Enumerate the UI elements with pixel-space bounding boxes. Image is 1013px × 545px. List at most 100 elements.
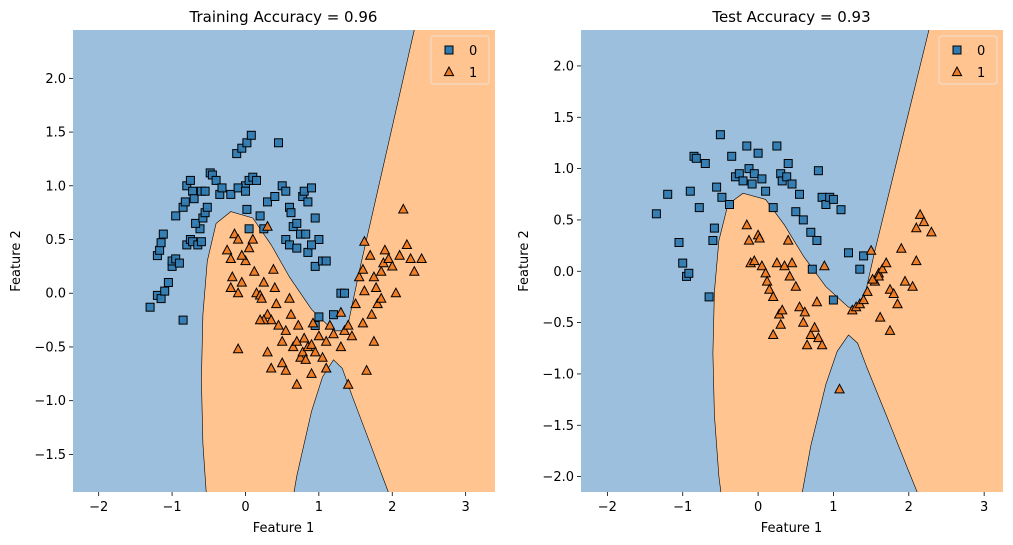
- data-point-class-0: [217, 183, 227, 193]
- legend-marker-1: [951, 65, 963, 77]
- data-point-class-0: [310, 261, 320, 271]
- data-point-class-1: [775, 318, 787, 329]
- data-point-class-0: [314, 312, 324, 322]
- data-point-class-0: [252, 175, 261, 185]
- x-tick-label: 3: [980, 500, 988, 515]
- data-point-class-0: [292, 243, 302, 253]
- data-point-class-1: [818, 260, 830, 271]
- data-point-class-0: [806, 227, 816, 237]
- data-point-class-1: [358, 235, 370, 246]
- data-point-class-0: [303, 247, 313, 257]
- data-point-class-1: [397, 203, 409, 214]
- data-point-class-1: [225, 252, 237, 263]
- data-point-class-0: [855, 264, 865, 274]
- series-0: [651, 130, 869, 305]
- data-point-class-0: [174, 258, 184, 268]
- series-1: [221, 203, 428, 389]
- data-point-class-1: [801, 339, 813, 350]
- test-xlabel: Feature 1: [761, 521, 823, 536]
- data-point-class-1: [229, 228, 240, 239]
- data-point-class-1: [743, 234, 755, 245]
- data-point-class-1: [786, 257, 798, 268]
- data-point-class-0: [715, 130, 725, 140]
- data-point-class-1: [320, 362, 332, 373]
- data-point-class-0: [242, 138, 252, 148]
- data-point-class-1: [285, 308, 297, 319]
- training-ylabel: Feature 2: [9, 230, 24, 292]
- data-point-class-1: [861, 285, 873, 296]
- data-point-class-1: [232, 287, 244, 298]
- y-tick-label: 0.5: [45, 233, 66, 248]
- data-point-class-0: [859, 251, 869, 261]
- data-point-class-1: [298, 332, 310, 343]
- data-point-class-0: [200, 186, 210, 196]
- y-tick-label: −2.0: [542, 470, 574, 485]
- y-tick-label: 0.5: [553, 213, 574, 228]
- x-tick-label: 2: [905, 500, 913, 515]
- data-point-class-1: [306, 338, 317, 349]
- data-point-class-0: [836, 205, 846, 215]
- data-point-class-1: [276, 357, 288, 368]
- data-point-class-1: [812, 331, 824, 343]
- y-tick-label: −0.5: [34, 340, 66, 355]
- data-point-class-0: [727, 151, 737, 161]
- data-point-class-0: [178, 315, 188, 325]
- data-point-class-1: [375, 265, 387, 276]
- data-point-class-1: [306, 367, 317, 378]
- data-point-class-1: [754, 232, 766, 243]
- data-point-class-1: [799, 306, 811, 317]
- test-title: Test Accuracy = 0.93: [711, 8, 870, 26]
- data-point-class-1: [361, 364, 373, 375]
- data-point-class-1: [324, 319, 336, 330]
- data-point-class-1: [243, 242, 255, 253]
- data-point-class-1: [405, 252, 417, 263]
- data-point-class-0: [314, 235, 324, 244]
- data-point-class-1: [236, 249, 248, 260]
- data-point-class-1: [236, 276, 248, 287]
- data-point-class-0: [281, 186, 291, 196]
- data-point-class-0: [742, 141, 752, 151]
- data-point-class-1: [372, 297, 384, 309]
- data-point-class-0: [813, 166, 823, 176]
- data-point-class-0: [772, 141, 782, 151]
- y-tick-label: 1.0: [45, 179, 66, 194]
- data-point-class-1: [910, 222, 922, 233]
- legend: 01: [938, 35, 998, 85]
- data-point-class-1: [767, 290, 779, 301]
- data-point-class-1: [269, 281, 281, 292]
- data-point-class-1: [357, 317, 369, 328]
- data-point-class-0: [340, 288, 349, 298]
- data-point-class-1: [873, 270, 885, 281]
- data-point-class-0: [307, 183, 316, 193]
- data-point-class-1: [364, 249, 376, 260]
- data-point-class-0: [163, 278, 173, 287]
- data-point-class-0: [270, 192, 280, 201]
- data-point-class-1: [811, 296, 823, 307]
- data-point-class-1: [809, 321, 821, 332]
- data-point-class-0: [255, 211, 265, 221]
- legend: 01: [430, 35, 490, 85]
- data-point-class-0: [286, 208, 296, 218]
- data-point-class-1: [276, 335, 288, 346]
- data-point-class-1: [317, 351, 328, 362]
- data-point-class-1: [910, 254, 922, 266]
- data-point-class-0: [744, 164, 754, 174]
- data-point-class-1: [816, 339, 828, 350]
- data-point-class-1: [300, 353, 312, 364]
- data-point-class-0: [704, 292, 714, 302]
- data-point-class-1: [797, 316, 809, 327]
- data-point-class-1: [262, 346, 273, 357]
- data-point-class-0: [783, 159, 793, 168]
- data-point-class-1: [353, 271, 365, 282]
- data-point-class-1: [350, 297, 362, 309]
- y-tick-label: −0.5: [542, 316, 574, 331]
- data-point-class-1: [232, 233, 244, 244]
- data-point-class-0: [747, 179, 757, 189]
- x-tick-label: 2: [388, 500, 396, 515]
- data-point-class-0: [753, 148, 763, 158]
- data-point-class-1: [790, 280, 802, 291]
- data-point-class-0: [180, 197, 190, 207]
- legend-label-1: 1: [977, 66, 985, 81]
- data-point-class-0: [685, 186, 695, 196]
